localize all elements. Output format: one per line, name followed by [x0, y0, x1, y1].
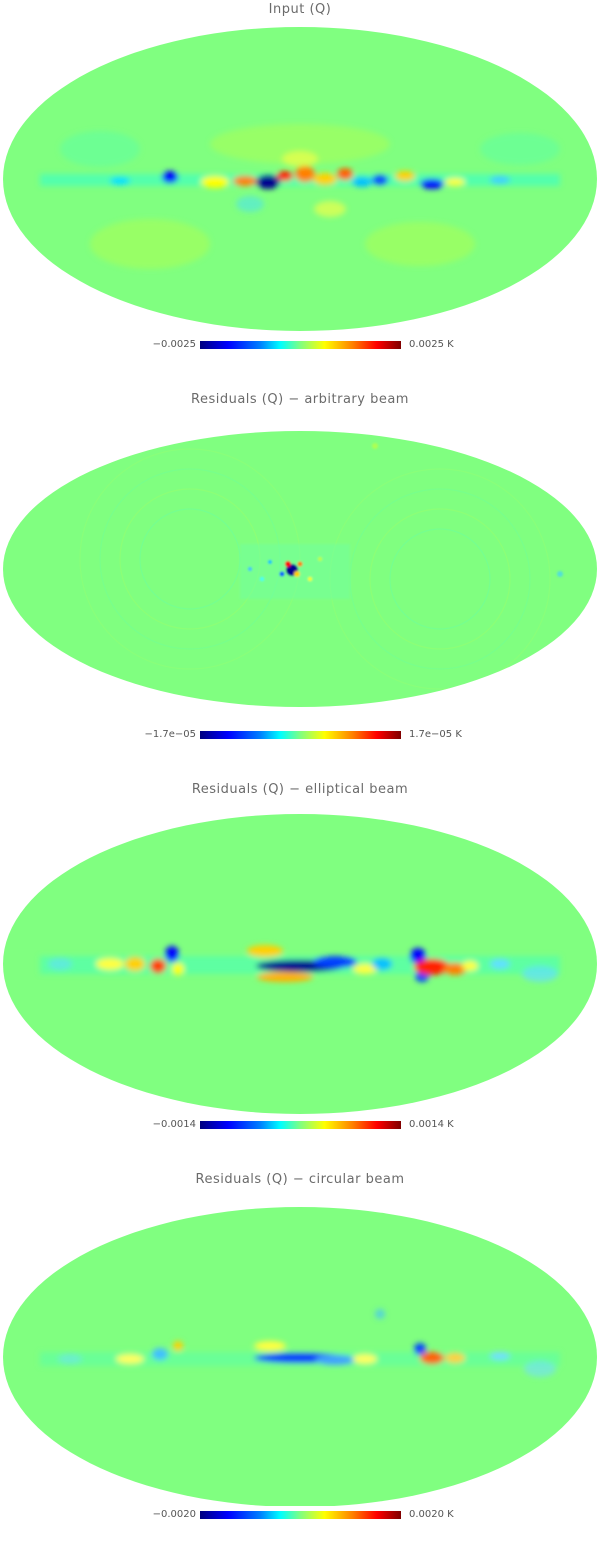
colorbar-min-label: −1.7e−05 — [144, 729, 196, 740]
map-panel-input: Input (Q) — [0, 0, 600, 380]
colorbar: −0.0020 0.0020 K — [0, 1508, 600, 1524]
panel-title: Residuals (Q) − arbitrary beam — [191, 392, 409, 407]
colorbar-max-label: 1.7e−05 K — [409, 729, 462, 740]
colorbar-gradient — [200, 1511, 401, 1519]
mollweide-map-arbitrary-beam — [3, 431, 597, 707]
colorbar-gradient — [200, 731, 401, 739]
mollweide-map-circular-beam — [3, 1207, 597, 1506]
colorbar-max-label: 0.0020 K — [409, 1509, 454, 1520]
colorbar: −0.0014 0.0014 K — [0, 1118, 600, 1134]
colorbar-max-label: 0.0025 K — [409, 339, 454, 350]
mollweide-map-elliptical-beam — [3, 814, 597, 1114]
colorbar-min-label: −0.0014 — [152, 1119, 196, 1130]
panel-title: Residuals (Q) − circular beam — [195, 1172, 405, 1187]
colorbar-min-label: −0.0025 — [152, 339, 196, 350]
map-panel-circular-beam: Residuals (Q) − circular beam −0.0020 — [0, 1170, 600, 1550]
colorbar-max-label: 0.0014 K — [409, 1119, 454, 1130]
panel-title: Residuals (Q) − elliptical beam — [191, 782, 409, 797]
mollweide-map-input — [3, 27, 597, 331]
colorbar-gradient — [200, 1121, 401, 1129]
colorbar: −1.7e−05 1.7e−05 K — [0, 728, 600, 744]
map-panel-arbitrary-beam: Residuals (Q) − arbitrary beam — [0, 390, 600, 770]
panel-title: Input (Q) — [268, 2, 332, 17]
colorbar-min-label: −0.0020 — [152, 1509, 196, 1520]
colorbar-gradient — [200, 341, 401, 349]
colorbar: −0.0025 0.0025 K — [0, 338, 600, 354]
map-panel-elliptical-beam: Residuals (Q) − elliptical beam — [0, 780, 600, 1160]
